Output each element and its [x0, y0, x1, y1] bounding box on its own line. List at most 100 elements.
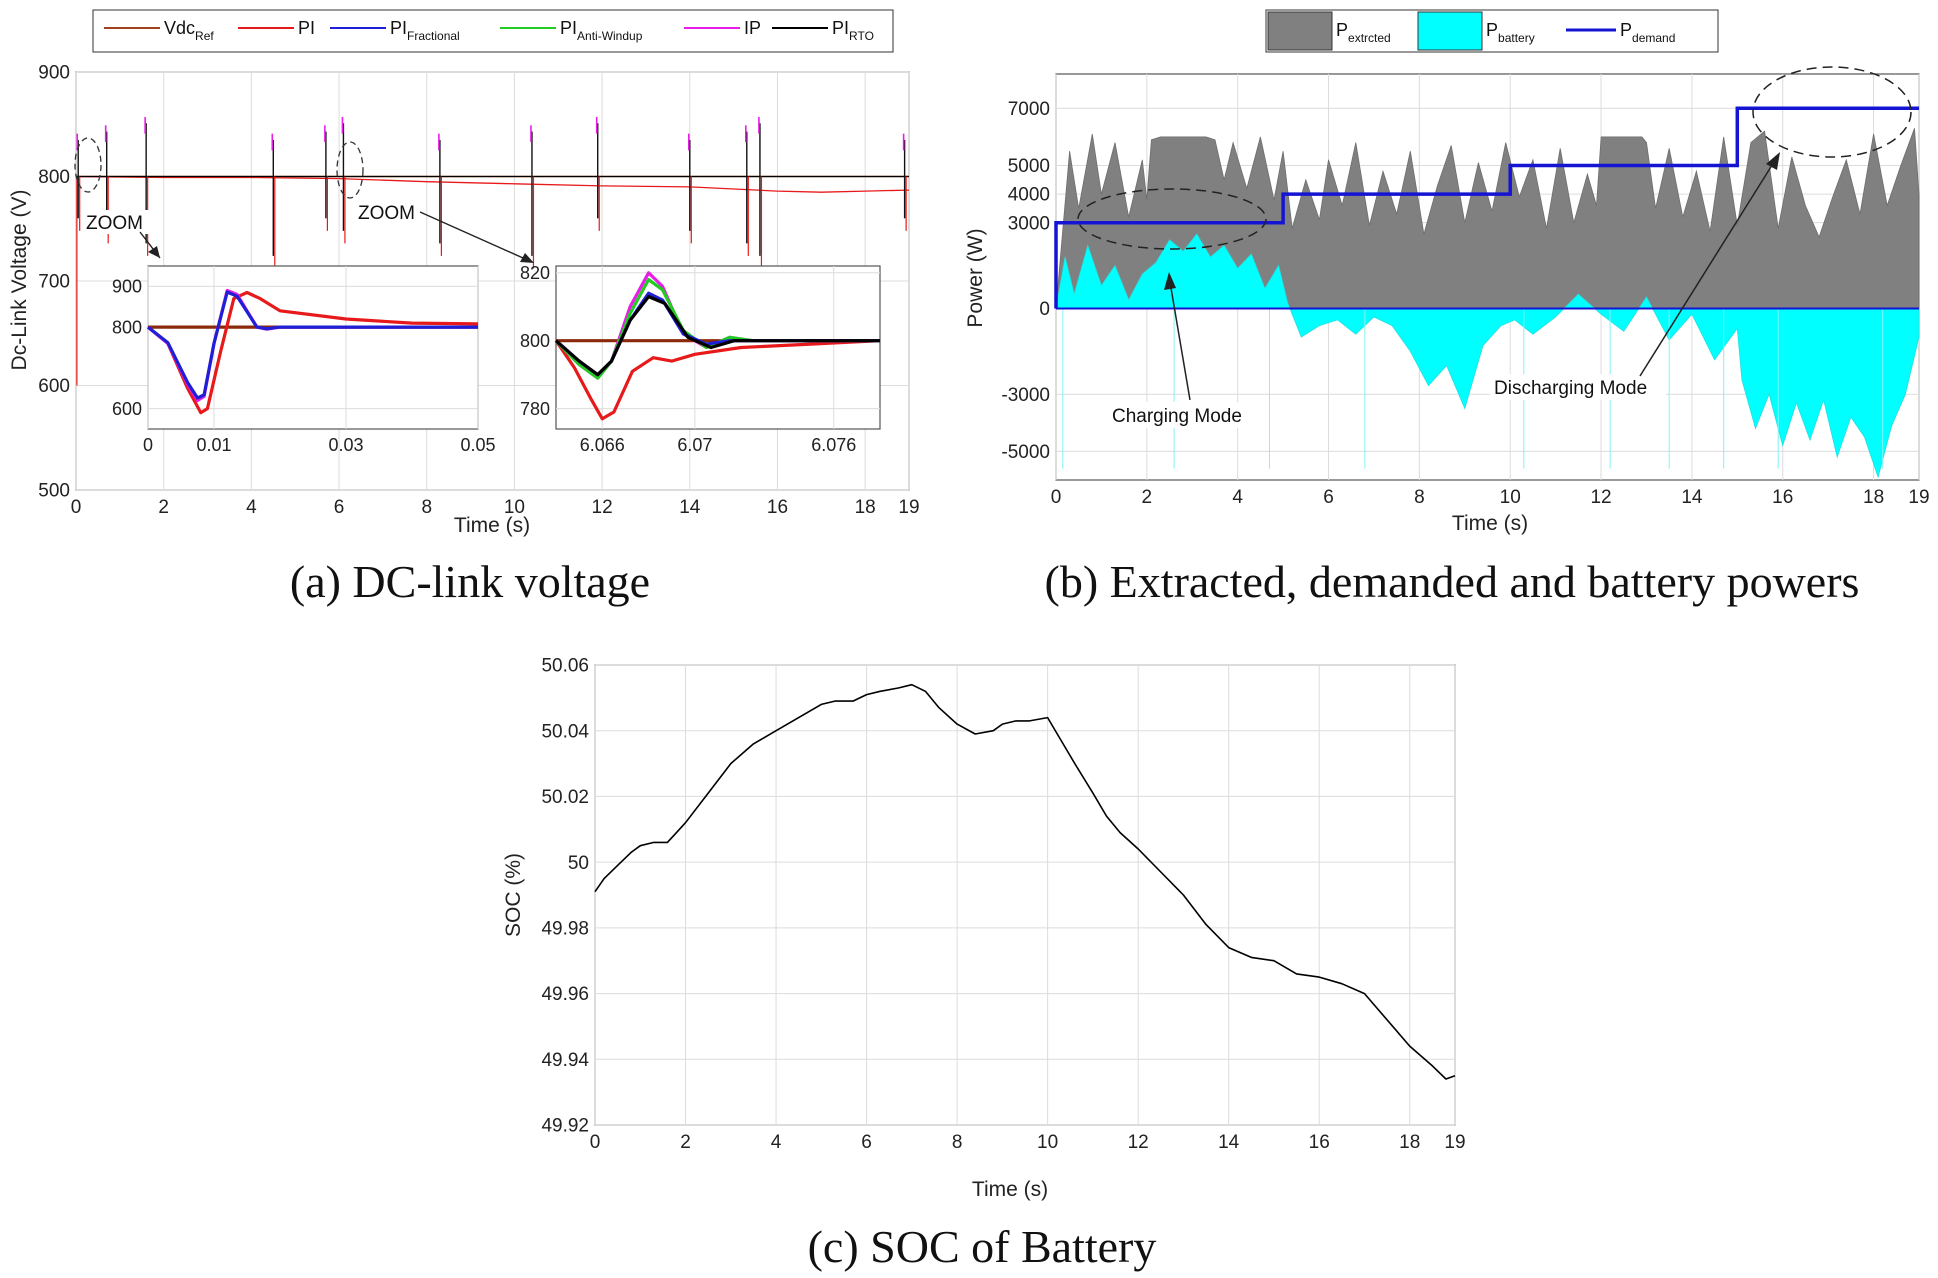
panel-c-ytick-label: 50.04: [541, 721, 589, 742]
panel-a-ticks: 0 2 4 6 8 10 12 14 16 18 19 500 600 700 800 900: [38, 63, 919, 518]
inset-1-xtick-label: 0.05: [460, 435, 495, 455]
legend-entry-ip: IP: [684, 18, 761, 38]
panel-c-series: [594, 683, 1456, 1080]
series-soc: [594, 683, 1456, 1080]
legend-entry-pi: PI: [238, 18, 315, 38]
panel-a-xtick-label: 2: [158, 497, 169, 518]
panel-c-xtick-label: 18: [1399, 1132, 1420, 1153]
legend-swatch-p-extracted: [1267, 11, 1333, 51]
panel-c-xtick-label: 14: [1218, 1132, 1240, 1153]
legend-label-pi: PI: [298, 18, 315, 38]
panel-c-xtick-label: 6: [861, 1132, 872, 1153]
panel-a-xtick-label: 10: [504, 497, 525, 518]
panel-a-xtick-label: 18: [855, 497, 876, 518]
inset-1-ytick-label: 600: [112, 399, 142, 419]
panel-b-xtick-label: 4: [1232, 487, 1243, 508]
panel-a-xtick-label: 6: [334, 497, 345, 518]
panel-b-caption: (b) Extracted, demanded and battery powe…: [1045, 556, 1860, 607]
panel-c-plot-area: [594, 664, 1456, 1126]
legend-entry-pi-rto: PIRTO: [772, 18, 874, 43]
legend-entry-vdc-ref: VdcRef: [104, 18, 214, 43]
inset-2-ytick-label: 800: [520, 331, 550, 351]
panel-b-xtick-label: 6: [1323, 487, 1334, 508]
inset-1-series-pi-fractional: [147, 290, 478, 400]
legend-label-pi-anti-windup: PIAnti-Windup: [560, 18, 643, 43]
panel-a-xtick-label: 16: [767, 497, 788, 518]
panel-a-xtick-label: 8: [421, 497, 432, 518]
panel-b-ytick-label: 4000: [1008, 185, 1050, 206]
legend-entry-pi-fractional: PIFractional: [330, 18, 460, 43]
panel-a-ytick-label: 600: [38, 376, 70, 397]
discharging-mode-arrowhead: [1766, 152, 1780, 170]
panel-b-xtick-label: 10: [1500, 487, 1521, 508]
panel-c-xlabel: Time (s): [972, 1178, 1048, 1201]
panel-b-xtick-label: 0: [1051, 487, 1062, 508]
panel-a-ytick-label: 700: [38, 272, 70, 293]
panel-a-xtick-label: 4: [246, 497, 257, 518]
panel-c-xtick-label: 16: [1309, 1132, 1330, 1153]
legend-label-p-battery: Pbattery: [1486, 20, 1535, 45]
panel-c-ytick-label: 50.06: [541, 656, 589, 677]
legend-entry-p-extracted: Pextrcted: [1267, 11, 1391, 51]
panel-b-xtick-label: 18: [1863, 487, 1884, 508]
zoom-label-bg-1: [83, 210, 153, 234]
panel-a-legend: VdcRef PI PIFractional PIAnti-Windup IP …: [92, 9, 894, 53]
panel-c-ytick-label: 50: [568, 853, 589, 874]
charging-mode-ellipse: [1077, 188, 1267, 250]
panel-c-xtick-label: 0: [590, 1132, 601, 1153]
panel-b-ytick-label: 3000: [1008, 213, 1050, 234]
panel-b-ytick-label: 7000: [1008, 99, 1050, 120]
series-pi: [75, 175, 910, 193]
charging-mode-arrow: [1169, 281, 1191, 401]
zoom-arrowhead-2: [520, 253, 534, 263]
inset-1-xtick-label: 0: [143, 435, 153, 455]
zoom-marker-1: [74, 137, 102, 193]
inset-1-xtick-label: 0.01: [196, 435, 231, 455]
panel-b-xtick-label: 8: [1414, 487, 1425, 508]
panel-c-xtick-label: 10: [1037, 1132, 1058, 1153]
panel-c-ticks: 0 2 4 6 8 10 12 14 16 18 19 49.92 49.94 49.96 49.98 50 5…: [541, 656, 1465, 1153]
panel-b-xtick-label: 12: [1590, 487, 1611, 508]
zoom-arrow-2: [419, 211, 533, 263]
panel-c-ylabel: SOC (%): [502, 853, 525, 937]
panel-b-legend-box: [1265, 9, 1719, 53]
inset-2-plot-area: [555, 265, 881, 430]
panel-b-xtick-label: 14: [1681, 487, 1703, 508]
inset-1-plot-area: [147, 265, 479, 430]
inset-1-ticks: 0 0.01 0.03 0.05 600 800 900: [112, 277, 496, 455]
panel-c-ytick-label: 49.98: [541, 919, 589, 940]
zoom-label-bg-2: [355, 200, 425, 224]
panel-a-xlabel: Time (s): [454, 514, 530, 537]
discharging-mode-label: Discharging Mode: [1494, 378, 1647, 399]
inset-2-xtick-label: 6.07: [677, 435, 712, 455]
legend-label-vdc-ref: VdcRef: [164, 18, 214, 43]
panel-c-ytick-label: 50.02: [541, 787, 589, 808]
inset-1: 0 0.01 0.03 0.05 600 800 900: [112, 265, 496, 455]
panel-c-grid: [594, 664, 1456, 1126]
panel-a-dc-link-voltage: 0 2 4 6 8 10 12 14 16 18 19 500 600 700 800 900 Time (s…: [8, 9, 920, 607]
inset-2-xtick-label: 6.076: [811, 435, 856, 455]
panel-c-xtick-label: 8: [952, 1132, 963, 1153]
discharging-mode-label-bg: [1490, 374, 1666, 400]
panel-b-xtick-label: 19: [1908, 487, 1929, 508]
inset-2-series: [554, 271, 881, 421]
legend-entry-pi-anti-windup: PIAnti-Windup: [500, 18, 643, 43]
panel-c-xtick-label: 2: [680, 1132, 691, 1153]
panel-b-ytick-label: 5000: [1008, 156, 1050, 177]
charging-mode-label-bg: [1108, 402, 1262, 428]
inset-2-xtick-label: 6.066: [580, 435, 625, 455]
series-p-demand: [1054, 106, 1919, 309]
zoom-label-1: ZOOM: [86, 213, 143, 234]
inset-2-ytick-label: 780: [520, 399, 550, 419]
panel-c-xtick-label: 4: [771, 1132, 782, 1153]
zoom-label-2: ZOOM: [358, 203, 415, 224]
panel-a-series: [75, 116, 910, 386]
panel-a-xtick-label: 14: [679, 497, 701, 518]
panel-c-caption: (c) SOC of Battery: [808, 1221, 1157, 1272]
panel-b-areas: [1054, 106, 1920, 479]
legend-swatch-p-battery: [1417, 11, 1483, 51]
panel-a-caption: (a) DC-link voltage: [290, 556, 650, 607]
panel-b-ticks: 0 2 4 6 8 10 12 14 16 18 19 -5000 -3000 0 3000 4000 5000…: [1001, 99, 1929, 508]
panel-c-ytick-label: 49.96: [541, 984, 589, 1005]
